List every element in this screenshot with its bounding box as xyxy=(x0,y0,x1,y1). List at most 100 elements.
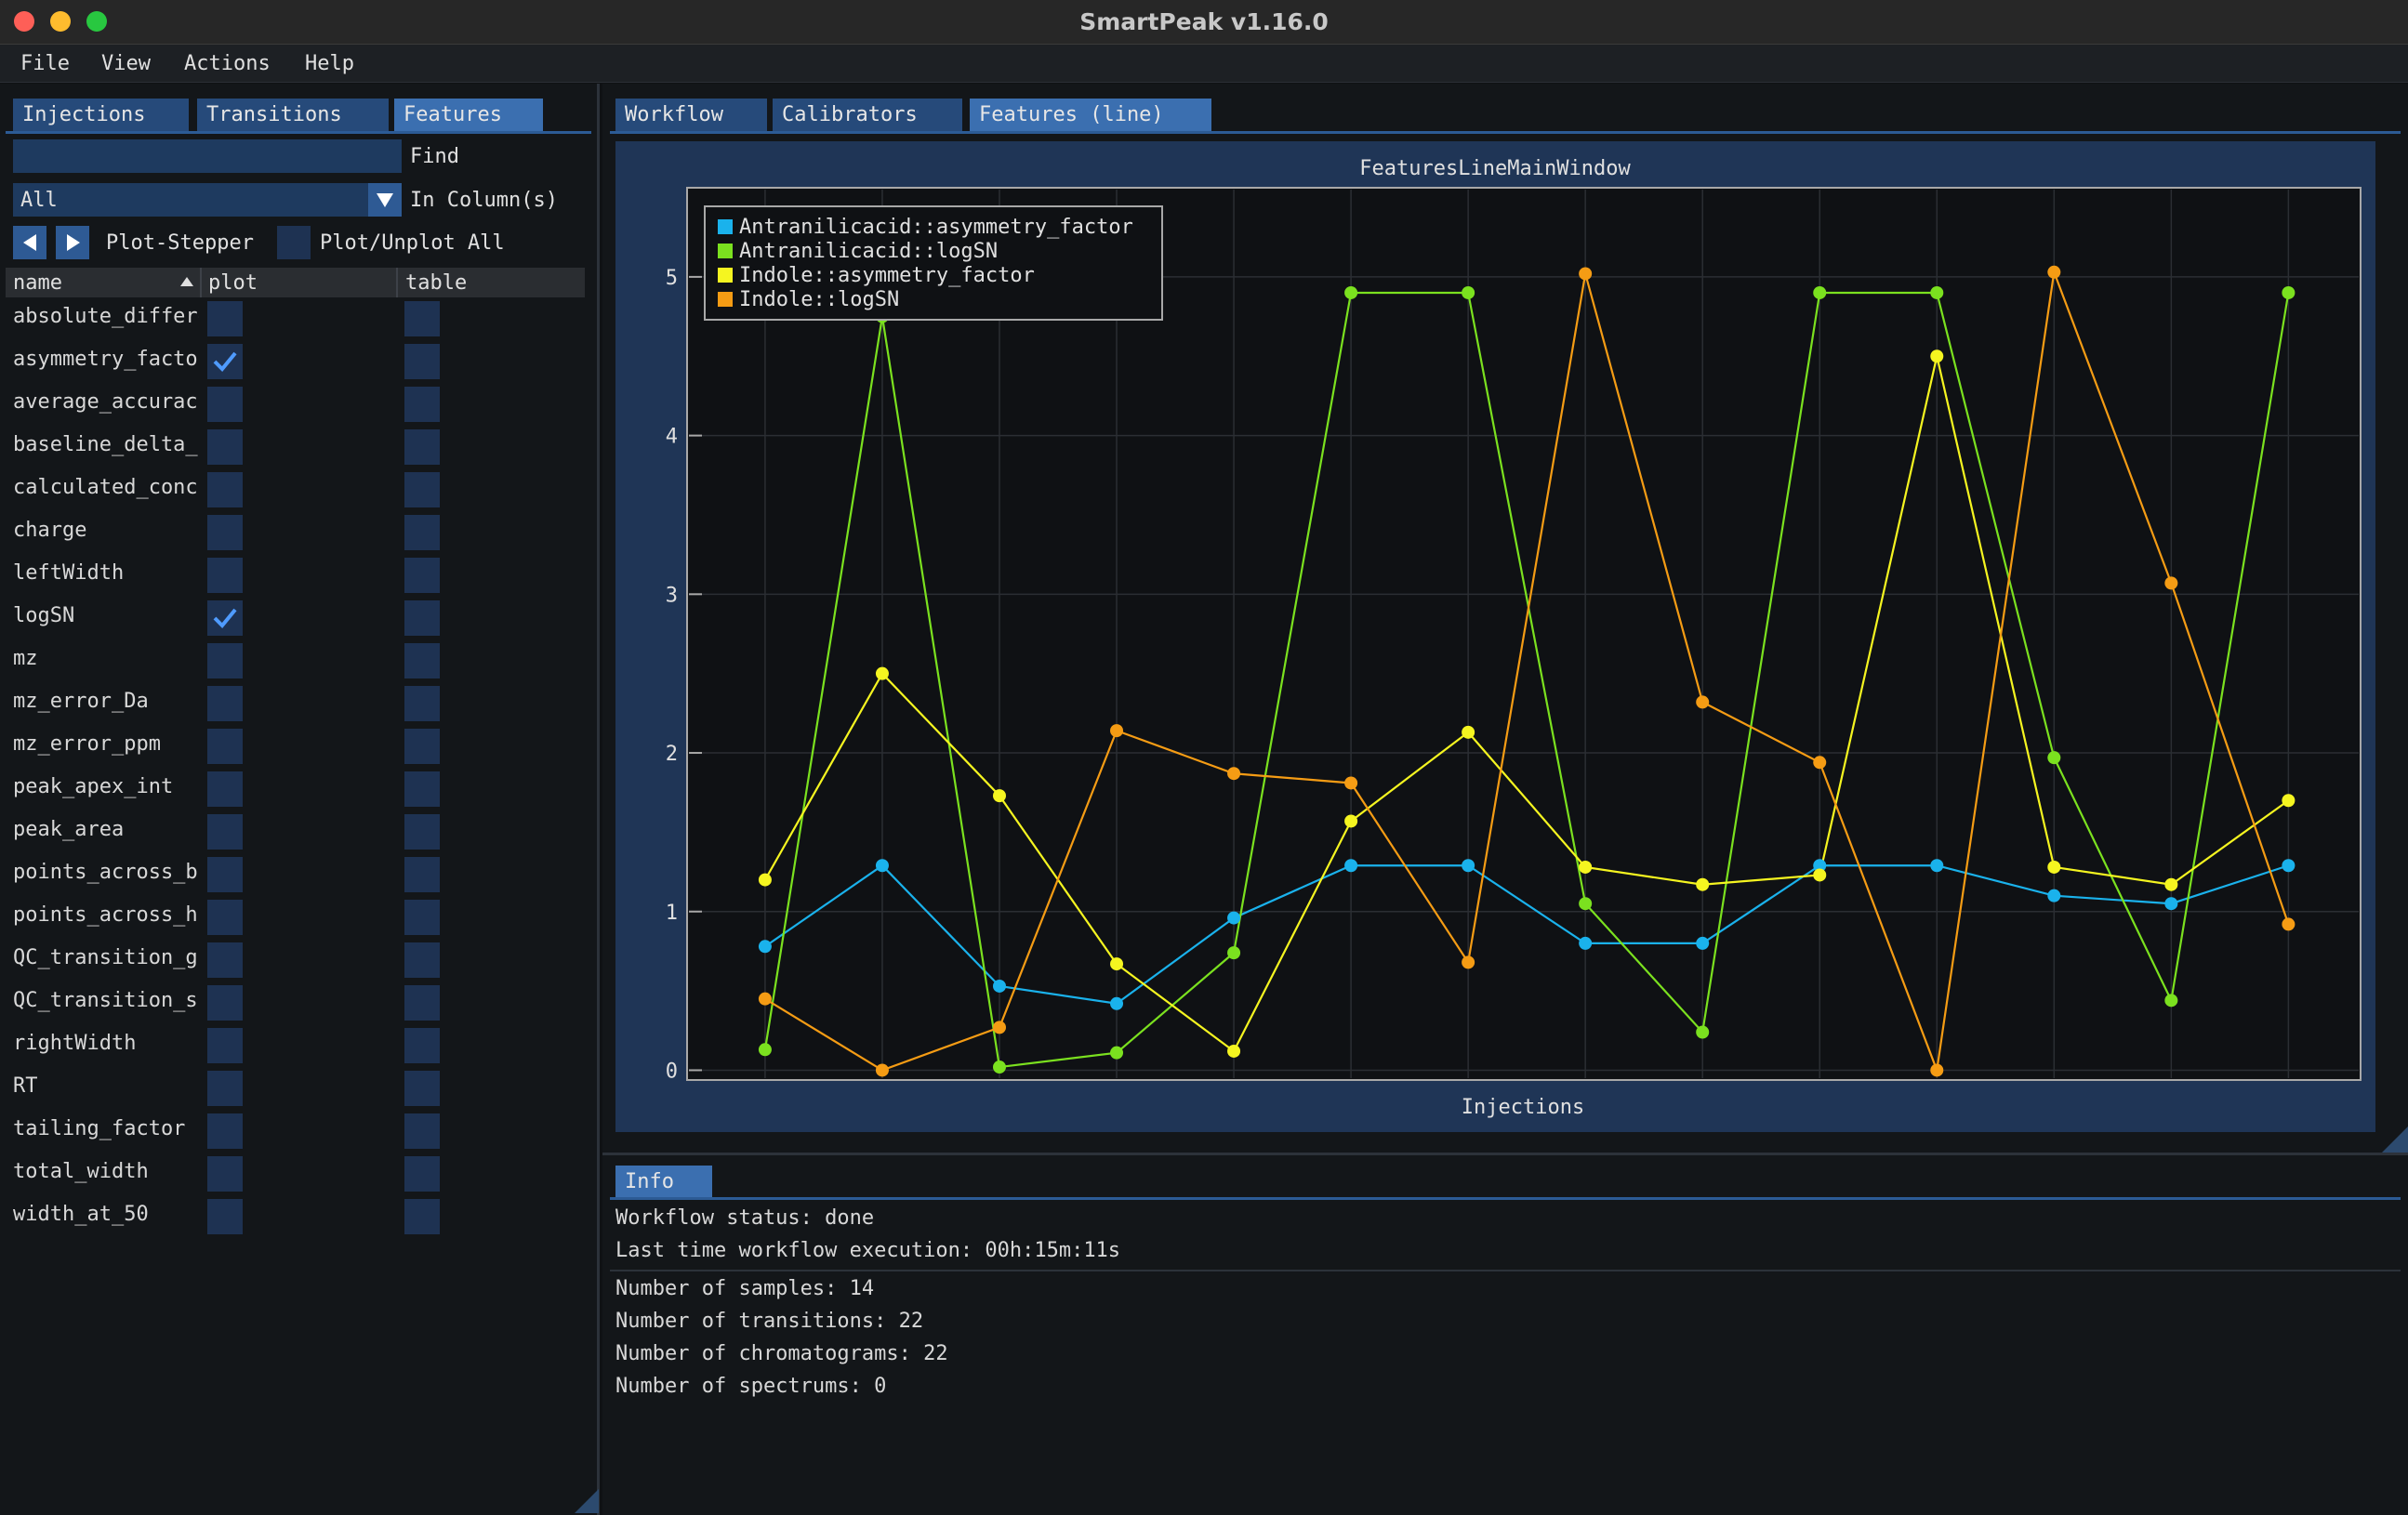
feature-row-name[interactable]: leftWidth xyxy=(13,561,125,585)
data-point[interactable] xyxy=(2282,285,2296,299)
legend[interactable]: Antranilicacid::asymmetry_factorAntranil… xyxy=(704,205,1163,321)
data-point[interactable] xyxy=(1930,349,1944,363)
close-window-button[interactable] xyxy=(14,11,34,32)
tab-calibrators[interactable]: Calibrators xyxy=(773,99,962,132)
table-checkbox[interactable] xyxy=(404,1156,440,1192)
table-checkbox[interactable] xyxy=(404,1113,440,1149)
table-checkbox[interactable] xyxy=(404,814,440,850)
data-point[interactable] xyxy=(758,940,772,954)
plot-checkbox[interactable] xyxy=(207,771,243,807)
feature-row-name[interactable]: QC_transition_s xyxy=(13,989,198,1012)
data-point[interactable] xyxy=(1462,725,1475,739)
data-point[interactable] xyxy=(2164,576,2178,590)
series-line[interactable] xyxy=(764,268,2290,1074)
data-point[interactable] xyxy=(758,873,772,887)
data-point[interactable] xyxy=(758,992,772,1006)
table-checkbox[interactable] xyxy=(404,900,440,935)
feature-row-name[interactable]: baseline_delta_ xyxy=(13,433,198,456)
data-point[interactable] xyxy=(1696,877,1710,891)
plot-checkbox[interactable] xyxy=(207,643,243,678)
data-point[interactable] xyxy=(1579,267,1593,281)
find-input[interactable] xyxy=(13,139,402,173)
tab-features[interactable]: Features xyxy=(394,99,543,132)
data-point[interactable] xyxy=(1110,957,1124,971)
series-line[interactable] xyxy=(763,291,2290,1069)
data-point[interactable] xyxy=(2164,877,2178,891)
data-point[interactable] xyxy=(1110,1046,1124,1060)
menu-view[interactable]: View xyxy=(101,52,151,75)
data-point[interactable] xyxy=(1110,724,1124,738)
data-point[interactable] xyxy=(1696,695,1710,709)
feature-row-name[interactable]: points_across_h xyxy=(13,903,198,927)
tab-features-line[interactable]: Features (line) xyxy=(970,99,1211,132)
data-point[interactable] xyxy=(992,979,1006,993)
tab-transitions[interactable]: Transitions xyxy=(197,99,389,132)
data-point[interactable] xyxy=(1579,897,1593,911)
data-point[interactable] xyxy=(1579,936,1593,950)
data-point[interactable] xyxy=(1813,868,1827,882)
data-point[interactable] xyxy=(1813,285,1827,299)
feature-row-name[interactable]: QC_transition_g xyxy=(13,946,198,969)
resize-grip-icon[interactable] xyxy=(2382,1126,2408,1153)
tab-injections[interactable]: Injections xyxy=(13,99,189,132)
plot-checkbox[interactable] xyxy=(207,515,243,550)
data-point[interactable] xyxy=(2282,794,2296,808)
data-point[interactable] xyxy=(992,1021,1006,1034)
feature-row-name[interactable]: logSN xyxy=(13,604,75,627)
data-point[interactable] xyxy=(1462,859,1475,873)
plot-checkbox[interactable] xyxy=(207,1071,243,1106)
feature-row-name[interactable]: asymmetry_facto xyxy=(13,348,198,371)
resize-grip-icon[interactable] xyxy=(575,1489,599,1513)
table-checkbox[interactable] xyxy=(404,985,440,1021)
feature-row-name[interactable]: absolute_differe xyxy=(13,305,199,328)
plot-checkbox[interactable] xyxy=(207,1028,243,1063)
plot-checkbox[interactable] xyxy=(207,472,243,507)
plot-checkbox[interactable] xyxy=(207,1156,243,1192)
feature-row-name[interactable]: peak_apex_int xyxy=(13,775,174,798)
minimize-window-button[interactable] xyxy=(50,11,71,32)
data-point[interactable] xyxy=(2047,889,2061,902)
column-header-table[interactable]: table xyxy=(405,271,468,295)
legend-entry[interactable]: Indole::logSN xyxy=(739,288,899,311)
table-checkbox[interactable] xyxy=(404,600,440,636)
plot-all-checkbox[interactable] xyxy=(277,226,311,259)
data-point[interactable] xyxy=(2047,265,2061,279)
data-point[interactable] xyxy=(1462,285,1475,299)
data-point[interactable] xyxy=(1579,860,1593,874)
data-point[interactable] xyxy=(875,666,889,680)
feature-row-name[interactable]: RT xyxy=(13,1074,38,1098)
plot-checkbox[interactable] xyxy=(207,1113,243,1149)
column-header-plot[interactable]: plot xyxy=(208,271,258,295)
data-point[interactable] xyxy=(2047,751,2061,765)
data-point[interactable] xyxy=(1227,1044,1241,1058)
data-point[interactable] xyxy=(758,1043,772,1057)
table-checkbox[interactable] xyxy=(404,942,440,978)
plot-checkbox[interactable] xyxy=(207,600,243,636)
stepper-prev-button[interactable] xyxy=(13,226,46,259)
feature-row-name[interactable]: points_across_b xyxy=(13,861,198,884)
series-line[interactable] xyxy=(763,356,2290,1053)
data-point[interactable] xyxy=(1344,285,1358,299)
feature-row-name[interactable]: total_width xyxy=(13,1160,149,1183)
data-point[interactable] xyxy=(1462,955,1475,969)
legend-entry[interactable]: Antranilicacid::asymmetry_factor xyxy=(739,216,1133,239)
data-point[interactable] xyxy=(1930,859,1944,873)
plot-checkbox[interactable] xyxy=(207,301,243,336)
data-point[interactable] xyxy=(1344,776,1358,790)
data-point[interactable] xyxy=(2164,994,2178,1008)
table-checkbox[interactable] xyxy=(404,1028,440,1063)
plot-checkbox[interactable] xyxy=(207,985,243,1021)
data-point[interactable] xyxy=(1813,859,1827,873)
table-checkbox[interactable] xyxy=(404,515,440,550)
plot-checkbox[interactable] xyxy=(207,1199,243,1234)
table-checkbox[interactable] xyxy=(404,1199,440,1234)
legend-entry[interactable]: Antranilicacid::logSN xyxy=(739,240,998,263)
table-checkbox[interactable] xyxy=(404,344,440,379)
plot-checkbox[interactable] xyxy=(207,344,243,379)
plot-checkbox[interactable] xyxy=(207,429,243,465)
series-line[interactable] xyxy=(764,863,2289,1005)
feature-row-name[interactable]: rightWidth xyxy=(13,1032,137,1055)
data-point[interactable] xyxy=(1227,911,1241,925)
data-point[interactable] xyxy=(1813,756,1827,770)
features-line-chart[interactable]: FeaturesLineMainWindow Injections 0 1 2 3 4 5… xyxy=(0,0,2408,1153)
